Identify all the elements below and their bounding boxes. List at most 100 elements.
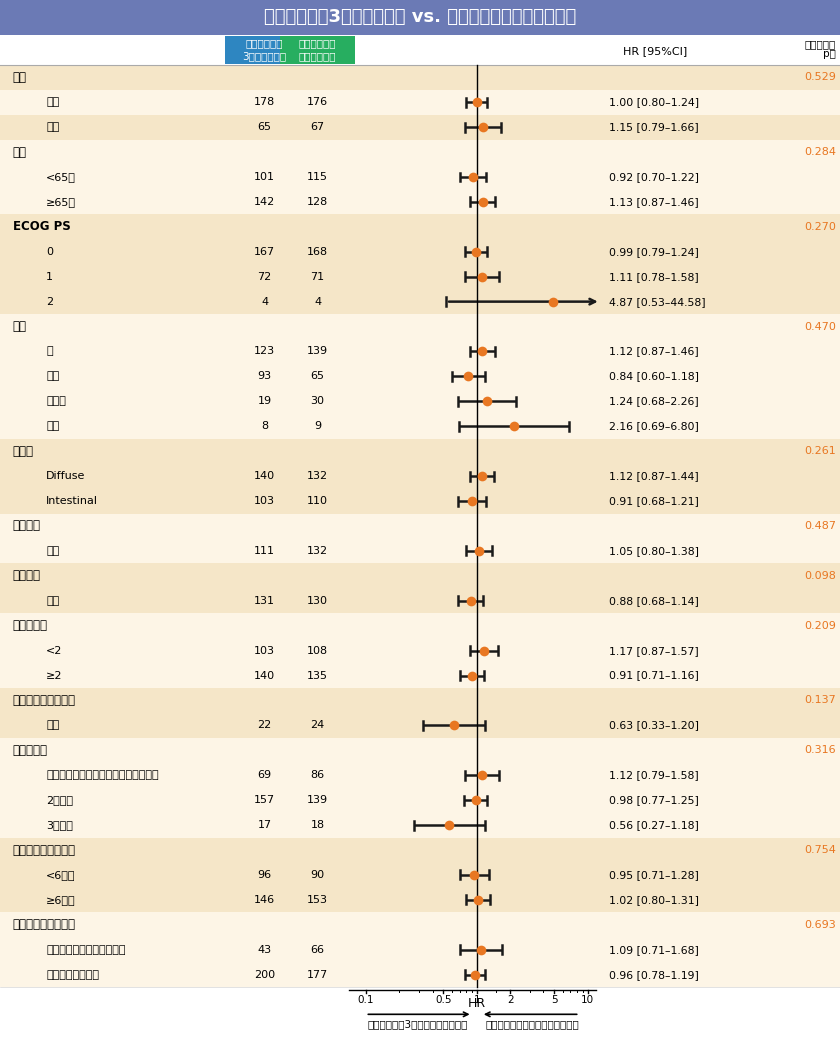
Text: 153: 153 <box>307 895 328 905</box>
Bar <box>0 788 840 813</box>
Text: 転移臓器数: 転移臓器数 <box>13 619 48 633</box>
Bar <box>280 36 355 63</box>
Text: 17: 17 <box>258 820 271 830</box>
Text: 0.284: 0.284 <box>804 147 836 157</box>
Text: 0.92 [0.70–1.22]: 0.92 [0.70–1.22] <box>609 172 699 181</box>
Text: 1.11 [0.78–1.58]: 1.11 [0.78–1.58] <box>609 272 699 282</box>
Bar <box>0 563 840 588</box>
Text: 腹膜転移: 腹膜転移 <box>13 569 40 583</box>
Text: 19: 19 <box>258 396 271 407</box>
Text: <2: <2 <box>46 646 62 655</box>
Bar <box>0 364 840 389</box>
Text: 176: 176 <box>307 97 328 107</box>
Text: フッ化ピリミジン系抗悪性腫瘍剤単剤: フッ化ピリミジン系抗悪性腫瘍剤単剤 <box>46 770 159 780</box>
Text: 123: 123 <box>254 346 276 357</box>
Text: 101: 101 <box>255 172 276 181</box>
Text: <6ヵ月: <6ヵ月 <box>46 870 76 880</box>
Bar <box>0 165 840 190</box>
Bar <box>0 838 840 863</box>
Bar <box>0 264 840 289</box>
Bar <box>0 439 840 464</box>
Bar <box>0 140 840 165</box>
Text: 1.12 [0.87–1.44]: 1.12 [0.87–1.44] <box>609 471 699 481</box>
Text: 128: 128 <box>307 197 328 207</box>
Text: HR: HR <box>468 998 486 1010</box>
Text: 178: 178 <box>254 97 276 107</box>
Bar <box>0 962 840 987</box>
Text: 0: 0 <box>46 247 53 257</box>
Text: 69: 69 <box>258 770 271 780</box>
Text: 1.13 [0.87–1.46]: 1.13 [0.87–1.46] <box>609 197 699 207</box>
Text: 前化学療法継続期間: 前化学療法継続期間 <box>13 843 76 857</box>
Text: 1.00 [0.80–1.24]: 1.00 [0.80–1.24] <box>609 97 699 107</box>
Text: 0.88 [0.68–1.14]: 0.88 [0.68–1.14] <box>609 596 699 606</box>
Text: 72: 72 <box>258 272 271 282</box>
Text: 132: 132 <box>307 545 328 556</box>
Bar <box>0 663 840 688</box>
Text: 性別: 性別 <box>13 71 27 84</box>
Text: 他のパクリタ
キセル製剤群: 他のパクリタ キセル製剤群 <box>299 38 336 61</box>
Text: 0.96 [0.78–1.19]: 0.96 [0.78–1.19] <box>609 970 699 980</box>
Text: 少量: 少量 <box>46 371 60 382</box>
Bar <box>0 215 840 240</box>
Text: 0.95 [0.71–1.28]: 0.95 [0.71–1.28] <box>609 870 699 880</box>
Bar <box>0 90 840 115</box>
Text: ECOG PS: ECOG PS <box>13 220 71 233</box>
Text: ≥65歳: ≥65歳 <box>46 197 76 207</box>
Text: 140: 140 <box>254 471 276 481</box>
Bar <box>0 738 840 763</box>
Bar <box>0 713 840 738</box>
Text: 18: 18 <box>311 820 324 830</box>
Text: ≥2: ≥2 <box>46 671 63 680</box>
Text: 103: 103 <box>255 496 276 506</box>
Text: 93: 93 <box>258 371 271 382</box>
Text: 1.09 [0.71–1.68]: 1.09 [0.71–1.68] <box>609 945 699 955</box>
Text: 200: 200 <box>254 970 276 980</box>
Text: 1: 1 <box>46 272 53 282</box>
Bar <box>0 588 840 613</box>
Text: 5: 5 <box>551 994 558 1005</box>
Text: 1.12 [0.79–1.58]: 1.12 [0.79–1.58] <box>609 770 699 780</box>
Text: 9: 9 <box>314 421 321 431</box>
Text: 146: 146 <box>254 895 276 905</box>
Text: 1.24 [0.68–2.26]: 1.24 [0.68–2.26] <box>609 396 699 407</box>
Text: 1.15 [0.79–1.66]: 1.15 [0.79–1.66] <box>609 122 699 132</box>
Text: 0.91 [0.71–1.16]: 0.91 [0.71–1.16] <box>609 671 699 680</box>
Bar <box>0 414 840 439</box>
Text: 168: 168 <box>307 247 328 257</box>
Text: 67: 67 <box>311 122 324 132</box>
Text: 術後補助化学療法中の再発: 術後補助化学療法中の再発 <box>46 945 126 955</box>
Text: 24: 24 <box>311 721 324 730</box>
Bar <box>225 36 305 63</box>
Bar <box>0 913 840 937</box>
Bar <box>0 35 840 65</box>
Text: 30: 30 <box>311 396 324 407</box>
Text: 0.270: 0.270 <box>804 222 836 232</box>
Text: 1: 1 <box>474 994 480 1005</box>
Text: 177: 177 <box>307 970 328 980</box>
Text: 他のパクリタキセル製剤群が良好: 他のパクリタキセル製剤群が良好 <box>485 1019 579 1030</box>
Text: 0.261: 0.261 <box>804 446 836 456</box>
Bar <box>0 763 840 788</box>
Text: p値: p値 <box>823 49 836 59</box>
Bar <box>0 538 840 563</box>
Text: 65: 65 <box>258 122 271 132</box>
Text: 108: 108 <box>307 646 328 655</box>
Text: 22: 22 <box>258 721 271 730</box>
Text: 4: 4 <box>261 297 268 307</box>
Text: <65歳: <65歳 <box>46 172 76 181</box>
Text: 腹水: 腹水 <box>13 320 27 333</box>
Text: 2: 2 <box>46 297 53 307</box>
Text: 2剤併用: 2剤併用 <box>46 795 73 805</box>
Bar <box>0 240 840 264</box>
Text: 71: 71 <box>311 272 324 282</box>
Bar <box>0 813 840 838</box>
Text: 0.91 [0.68–1.21]: 0.91 [0.68–1.21] <box>609 496 699 506</box>
Bar <box>0 513 840 538</box>
Text: 110: 110 <box>307 496 328 506</box>
Text: 8: 8 <box>261 421 268 431</box>
Text: 1.05 [0.80–1.38]: 1.05 [0.80–1.38] <box>609 545 699 556</box>
Text: 年齢: 年齢 <box>13 145 27 159</box>
Text: 0.84 [0.60–1.18]: 0.84 [0.60–1.18] <box>609 371 699 382</box>
Text: 無: 無 <box>46 346 53 357</box>
